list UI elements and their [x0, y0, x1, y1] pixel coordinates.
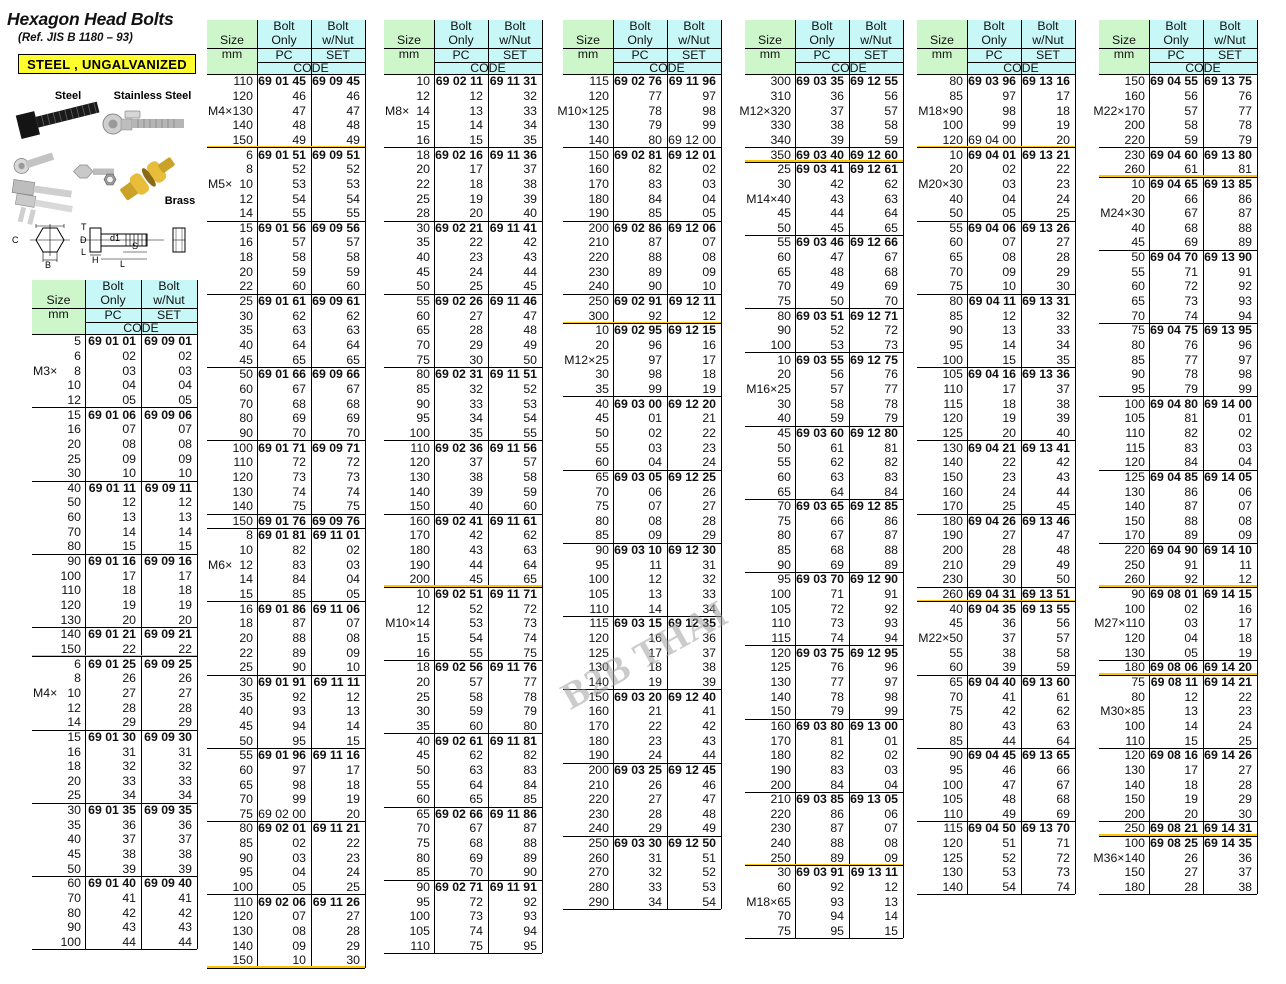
svg-text:L: L: [81, 247, 86, 257]
svg-text:T: T: [81, 222, 87, 232]
svg-text:C: C: [12, 235, 19, 245]
svg-text:d1: d1: [110, 233, 120, 243]
svg-text:H: H: [92, 255, 99, 265]
svg-text:S: S: [132, 241, 138, 251]
svg-text:D: D: [80, 235, 87, 245]
svg-text:B: B: [45, 260, 51, 270]
svg-text:L: L: [120, 259, 125, 269]
